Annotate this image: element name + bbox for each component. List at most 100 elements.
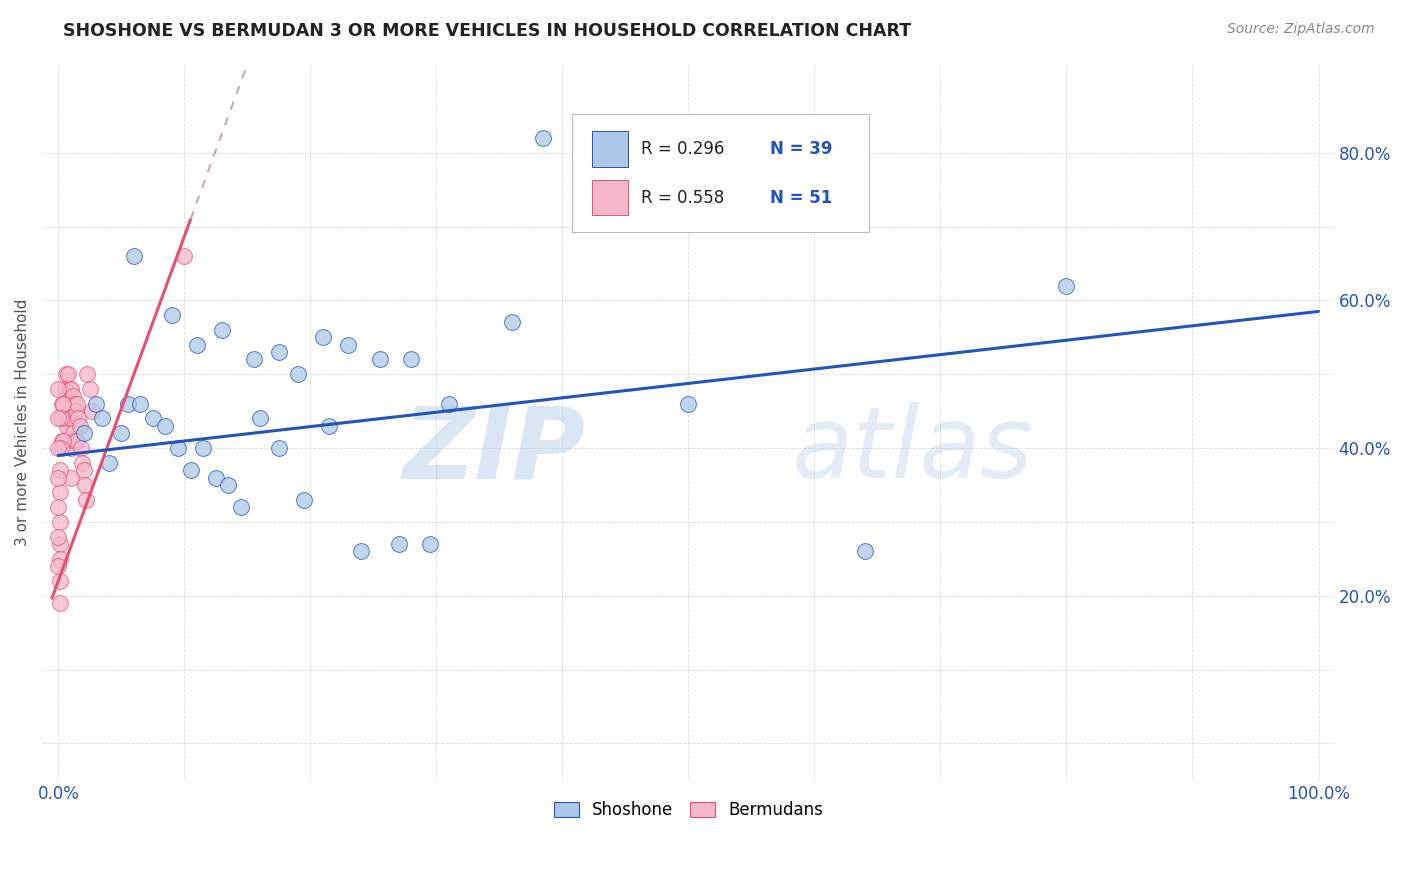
Point [242, 352, 264, 367]
Point [48, 574, 70, 588]
Point [142, 411, 165, 425]
Point [79, 382, 101, 396]
Point [193, 441, 215, 455]
Point [46, 441, 69, 455]
Point [318, 418, 340, 433]
Point [287, 367, 309, 381]
Point [59, 411, 82, 425]
Point [110, 426, 132, 441]
Point [217, 478, 239, 492]
Point [46, 500, 69, 514]
Point [48, 485, 70, 500]
Point [122, 249, 145, 263]
Point [48, 596, 70, 610]
Point [46, 411, 69, 425]
Point [173, 249, 195, 263]
Point [205, 470, 228, 484]
Point [678, 397, 700, 411]
Point [46, 530, 69, 544]
Point [82, 404, 104, 418]
Point [52, 397, 75, 411]
Point [59, 382, 82, 396]
Bar [592, 131, 627, 167]
Point [48, 515, 70, 529]
FancyBboxPatch shape [572, 114, 869, 233]
Point [46, 470, 69, 484]
Point [53, 382, 76, 396]
Text: ZIP: ZIP [402, 402, 585, 500]
Point [167, 441, 190, 455]
Text: N = 51: N = 51 [769, 189, 832, 207]
Point [419, 537, 441, 551]
Text: R = 0.558: R = 0.558 [641, 189, 724, 207]
Point [76, 367, 98, 381]
Point [180, 463, 202, 477]
Point [55, 367, 77, 381]
Point [46, 382, 69, 396]
Point [59, 382, 82, 396]
Point [75, 492, 97, 507]
Point [337, 337, 360, 351]
Point [70, 441, 93, 455]
Point [73, 478, 96, 492]
Point [48, 551, 70, 566]
Point [56, 418, 79, 433]
Point [1056, 278, 1078, 293]
Point [84, 397, 107, 411]
Bar [592, 180, 627, 216]
Point [533, 131, 555, 145]
Point [117, 397, 139, 411]
Legend: Shoshone, Bermudans: Shoshone, Bermudans [547, 795, 830, 826]
Point [387, 537, 409, 551]
Point [853, 544, 876, 558]
Point [66, 434, 89, 448]
Point [58, 397, 80, 411]
Point [437, 397, 460, 411]
Point [63, 397, 86, 411]
Point [62, 426, 84, 441]
Point [211, 323, 233, 337]
Point [53, 411, 76, 425]
Point [52, 434, 75, 448]
Point [155, 418, 177, 433]
Point [66, 397, 89, 411]
Point [59, 441, 82, 455]
Text: SHOSHONE VS BERMUDAN 3 OR MORE VEHICLES IN HOUSEHOLD CORRELATION CHART: SHOSHONE VS BERMUDAN 3 OR MORE VEHICLES … [63, 22, 911, 40]
Point [97, 456, 120, 470]
Point [72, 426, 94, 441]
Point [399, 352, 422, 367]
Point [160, 308, 183, 322]
Point [51, 434, 73, 448]
Text: R = 0.296: R = 0.296 [641, 140, 724, 158]
Point [56, 389, 79, 403]
Point [129, 397, 152, 411]
Text: Source: ZipAtlas.com: Source: ZipAtlas.com [1227, 22, 1375, 37]
Point [65, 404, 87, 418]
Point [249, 411, 271, 425]
Point [72, 456, 94, 470]
Point [67, 411, 90, 425]
Text: atlas: atlas [792, 402, 1033, 500]
Point [48, 537, 70, 551]
Point [49, 411, 72, 425]
Point [58, 367, 80, 381]
Point [350, 544, 373, 558]
Point [267, 345, 290, 359]
Point [229, 500, 252, 514]
Point [501, 316, 523, 330]
Point [62, 389, 84, 403]
Point [59, 470, 82, 484]
Point [186, 337, 208, 351]
Point [49, 441, 72, 455]
Point [312, 330, 335, 344]
Point [368, 352, 391, 367]
Y-axis label: 3 or more Vehicles in Household: 3 or more Vehicles in Household [15, 299, 30, 546]
Point [63, 434, 86, 448]
Point [59, 411, 82, 425]
Point [46, 559, 69, 574]
Point [267, 441, 290, 455]
Point [72, 463, 94, 477]
Point [51, 397, 73, 411]
Point [69, 418, 91, 433]
Point [48, 463, 70, 477]
